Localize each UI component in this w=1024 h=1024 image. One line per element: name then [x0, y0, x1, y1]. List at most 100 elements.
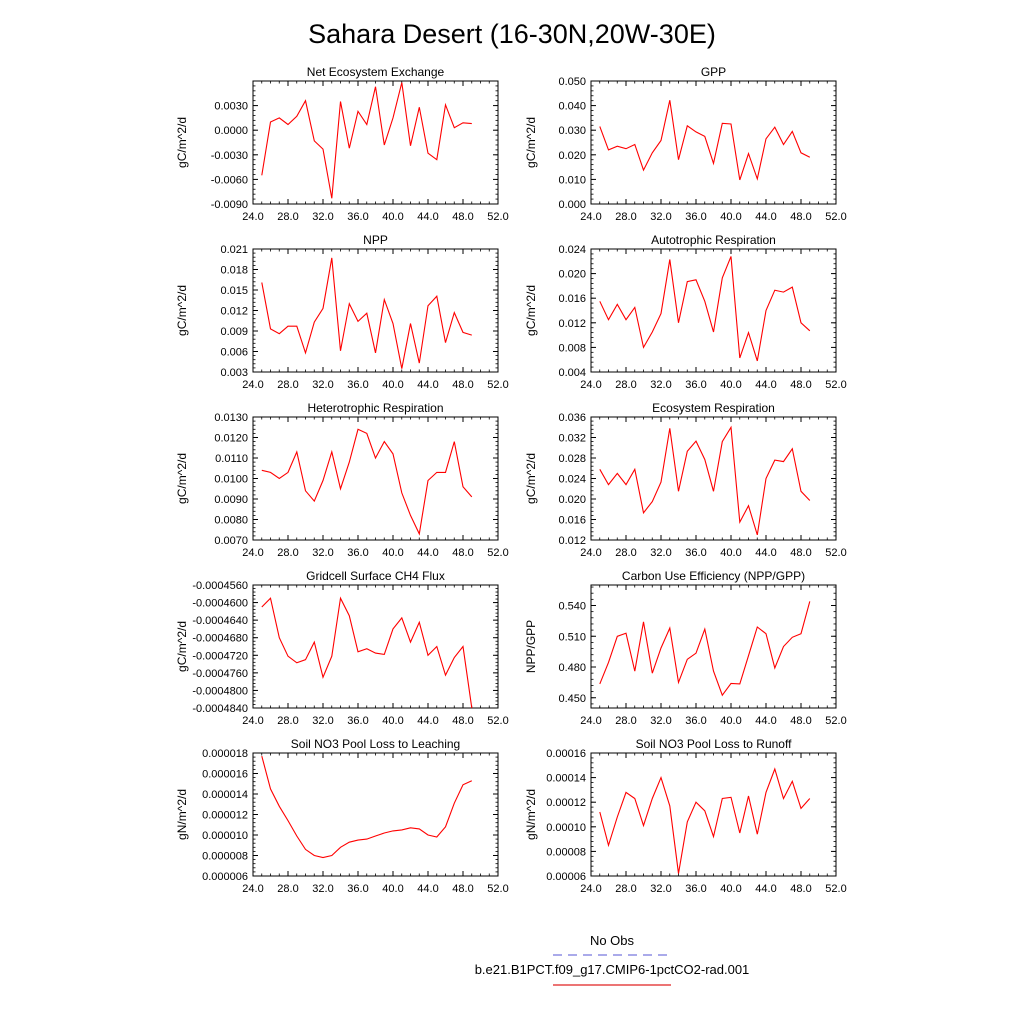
y-tick-label: 0.018: [220, 265, 248, 277]
x-tick-label: 24.0: [242, 547, 263, 559]
y-tick-label: 0.480: [558, 662, 586, 674]
x-tick-label: 24.0: [242, 379, 263, 391]
x-tick-label: 52.0: [825, 715, 846, 727]
y-tick-label: -0.0004600: [192, 598, 248, 610]
panel-title: GPP: [701, 65, 726, 79]
y-tick-label: -0.0004560: [192, 580, 248, 592]
y-tick-label: 0.000006: [202, 871, 248, 883]
x-tick-label: 28.0: [277, 547, 298, 559]
x-tick-label: 24.0: [580, 715, 601, 727]
panel-title: Net Ecosystem Exchange: [307, 65, 445, 79]
x-tick-label: 36.0: [685, 883, 706, 895]
y-tick-label: 0.012: [220, 306, 248, 318]
y-tick-label: 0.000008: [202, 851, 248, 863]
y-tick-label: 0.00006: [546, 871, 586, 883]
panel-ecosystem-respiration: Ecosystem Respiration gC/m^2/d 24.0 28.0 32.…: [524, 401, 847, 559]
x-tick-label: 40.0: [382, 547, 403, 559]
y-tick-label: 0.030: [558, 125, 586, 137]
x-tick-label: 24.0: [242, 883, 263, 895]
x-tick-label: 44.0: [755, 715, 776, 727]
plot-frame: [252, 584, 499, 709]
x-tick-label: 32.0: [650, 547, 671, 559]
x-tick-label: 32.0: [312, 547, 333, 559]
x-tick-label: 36.0: [347, 379, 368, 391]
panel-autotrophic-respiration: Autotrophic Respiration gC/m^2/d 24.0 28.0 3…: [524, 233, 847, 391]
y-tick-label: -0.0004800: [192, 685, 248, 697]
y-tick-label: 0.00014: [546, 773, 586, 785]
y-tick-label: 0.000016: [202, 769, 248, 781]
y-tick-label: 0.000012: [202, 810, 248, 822]
y-axis-label: gC/m^2/d: [175, 453, 189, 504]
y-axis-label: gN/m^2/d: [524, 789, 538, 840]
x-tick-label: 32.0: [312, 715, 333, 727]
y-tick-label: 0.510: [558, 631, 586, 643]
x-tick-label: 40.0: [720, 883, 741, 895]
x-tick-label: 44.0: [755, 379, 776, 391]
x-tick-label: 44.0: [755, 547, 776, 559]
y-tick-label: -0.0030: [211, 150, 248, 162]
y-tick-label: 0.021: [220, 244, 248, 256]
x-tick-label: 48.0: [452, 715, 473, 727]
panel-gridcell-surface-ch4-flux: Gridcell Surface CH4 Flux gC/m^2/d 24.0 28.…: [175, 569, 509, 727]
x-tick-label: 28.0: [277, 883, 298, 895]
x-tick-label: 28.0: [615, 547, 636, 559]
x-tick-label: 32.0: [312, 883, 333, 895]
series-line: [261, 428, 473, 536]
x-tick-label: 28.0: [615, 379, 636, 391]
y-tick-label: 0.000010: [202, 830, 248, 842]
y-tick-label: -0.0004720: [192, 650, 248, 662]
panel-soil-no3-pool-loss-to-leaching: Soil NO3 Pool Loss to Leaching gN/m^2/d 24…: [175, 737, 509, 895]
y-tick-label: 0.020: [558, 150, 586, 162]
x-tick-label: 24.0: [580, 379, 601, 391]
y-tick-label: 0.00012: [546, 797, 586, 809]
x-tick-label: 32.0: [312, 211, 333, 223]
x-tick-label: 48.0: [452, 883, 473, 895]
y-tick-label: 0.0080: [214, 515, 248, 527]
series-line: [599, 601, 811, 697]
y-tick-label: 0.000014: [202, 789, 248, 801]
series-line: [599, 256, 811, 362]
panels-group: Net Ecosystem Exchange gC/m^2/d 24.0 28.0 32…: [175, 65, 847, 895]
y-tick-label: -0.0004680: [192, 633, 248, 645]
y-tick-label: -0.0004840: [192, 703, 248, 715]
y-tick-label: 0.540: [558, 601, 586, 613]
y-tick-label: 0.010: [558, 174, 586, 186]
x-tick-label: 44.0: [417, 883, 438, 895]
plot-frame: [252, 80, 499, 205]
x-tick-label: 52.0: [825, 547, 846, 559]
y-axis-label: gC/m^2/d: [175, 117, 189, 168]
legend-label-no-obs: No Obs: [590, 933, 635, 948]
series-line: [599, 767, 811, 874]
y-tick-label: 0.006: [220, 347, 248, 359]
x-tick-label: 28.0: [615, 211, 636, 223]
x-tick-label: 32.0: [650, 883, 671, 895]
y-tick-label: -0.0004760: [192, 668, 248, 680]
y-tick-label: 0.015: [220, 285, 248, 297]
x-tick-label: 28.0: [615, 715, 636, 727]
x-tick-label: 48.0: [790, 547, 811, 559]
x-tick-label: 36.0: [347, 547, 368, 559]
x-tick-label: 32.0: [650, 211, 671, 223]
plot-frame: [590, 248, 837, 373]
y-axis-label: gC/m^2/d: [524, 117, 538, 168]
y-tick-label: 0.0110: [215, 453, 248, 465]
y-axis-label: gC/m^2/d: [175, 285, 189, 336]
panel-title: Autotrophic Respiration: [651, 233, 776, 247]
y-tick-label: 0.040: [558, 101, 586, 113]
x-tick-label: 44.0: [417, 379, 438, 391]
plot-frame: [252, 752, 499, 877]
y-tick-label: -0.0090: [211, 199, 248, 211]
y-tick-label: 0.0070: [214, 535, 248, 547]
y-tick-label: 0.032: [558, 433, 586, 445]
panel-net-ecosystem-exchange: Net Ecosystem Exchange gC/m^2/d 24.0 28.0 32…: [175, 65, 509, 223]
y-tick-label: 0.050: [558, 76, 586, 88]
series-line: [261, 82, 472, 199]
x-tick-label: 36.0: [685, 547, 706, 559]
x-tick-label: 44.0: [417, 715, 438, 727]
y-tick-label: 0.016: [558, 293, 586, 305]
y-axis-label: NPP/GPP: [524, 620, 538, 673]
y-tick-label: 0.0090: [214, 494, 248, 506]
y-tick-label: 0.00010: [546, 822, 586, 834]
x-tick-label: 24.0: [580, 211, 601, 223]
